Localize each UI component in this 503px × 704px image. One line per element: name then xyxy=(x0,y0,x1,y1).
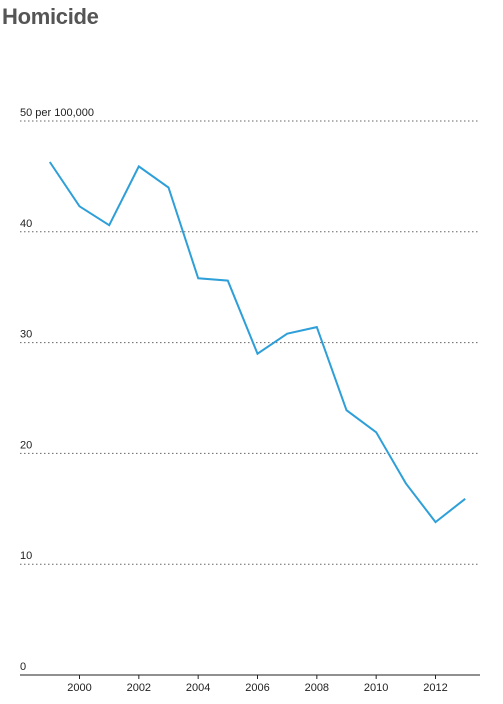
y-axis-tick-labels: 0 10 20 30 40 50 per 100,000 xyxy=(20,107,94,673)
x-tick-label-2004: 2004 xyxy=(186,682,210,694)
y-tick-label-0: 0 xyxy=(20,661,26,673)
x-tick-label-2010: 2010 xyxy=(364,682,388,694)
y-tick-label-40: 40 xyxy=(20,218,32,230)
x-tick-label-2000: 2000 xyxy=(67,682,91,694)
y-tick-label-20: 20 xyxy=(20,439,32,451)
x-tick-label-2006: 2006 xyxy=(245,682,269,694)
x-tick-label-2008: 2008 xyxy=(305,682,329,694)
chart-title: Homicide xyxy=(2,4,99,29)
x-tick-label-2002: 2002 xyxy=(127,682,151,694)
y-tick-label-30: 30 xyxy=(20,329,32,341)
x-tick-label-2012: 2012 xyxy=(423,682,447,694)
x-axis: 2000 2002 2004 2006 2008 2010 2012 xyxy=(20,674,480,694)
series-line-0 xyxy=(48,161,466,524)
y-tick-label-50: 50 per 100,000 xyxy=(20,107,94,119)
series-lines xyxy=(48,161,466,524)
y-tick-label-10: 10 xyxy=(20,550,32,562)
gridlines xyxy=(20,120,480,565)
